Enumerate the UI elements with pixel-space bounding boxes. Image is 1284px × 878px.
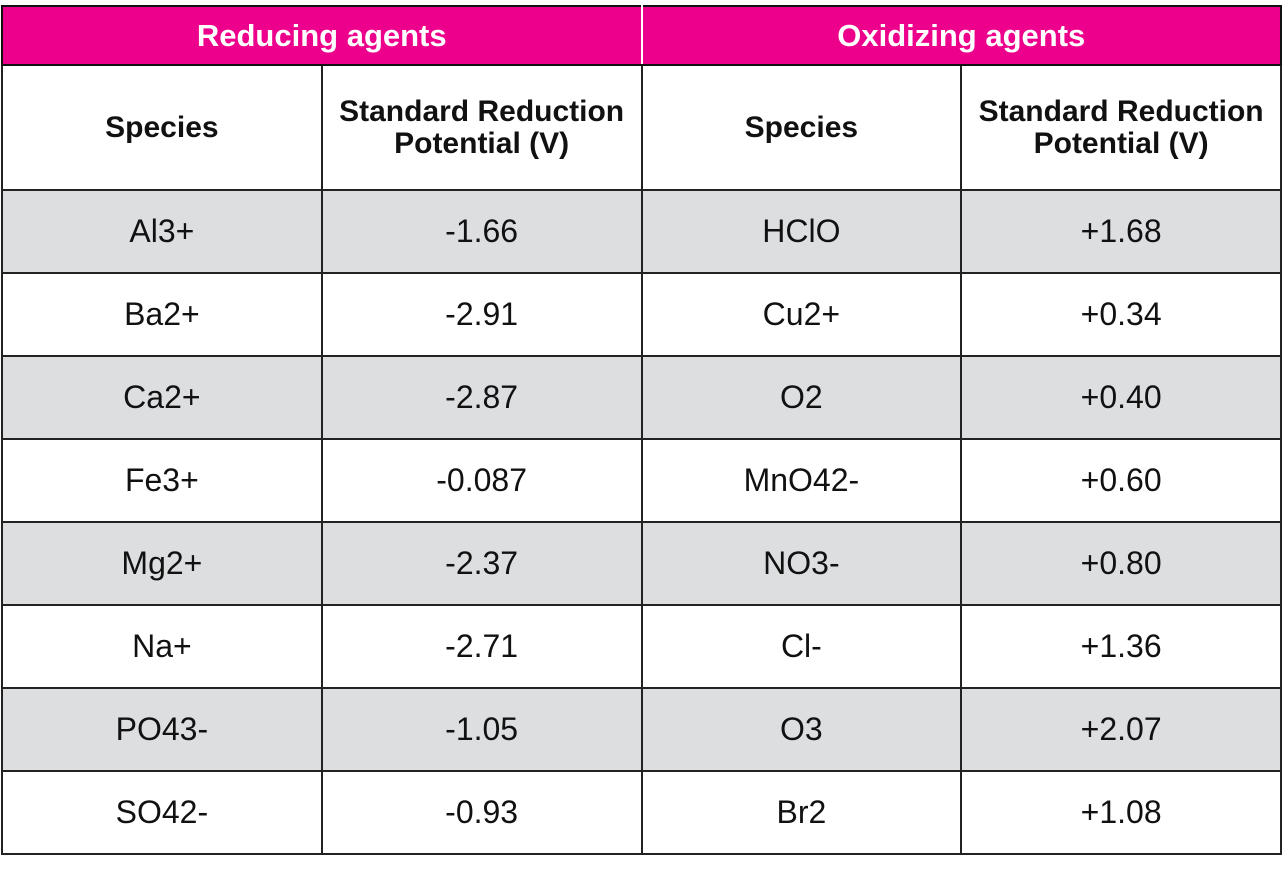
potential-cell: -2.91: [320, 272, 643, 357]
species-cell: Br2: [640, 770, 963, 855]
potential-cell: -1.66: [320, 189, 643, 274]
species-cell: SO42-: [1, 770, 323, 855]
species-cell: Ba2+: [1, 272, 323, 357]
potential-cell: -2.37: [320, 521, 643, 606]
table-row: Fe3+ -0.087 MnO42- +0.60: [1, 438, 1282, 523]
potential-cell: -2.71: [320, 604, 643, 689]
species-cell: Cl-: [640, 604, 963, 689]
species-cell: MnO42-: [640, 438, 963, 523]
potential-cell: +1.36: [960, 604, 1282, 689]
species-cell: Mg2+: [1, 521, 323, 606]
column-header-row: Species Standard Reduction Potential (V)…: [1, 64, 1282, 191]
potential-cell: +2.07: [960, 687, 1282, 772]
species-cell: HClO: [640, 189, 963, 274]
species-cell: O3: [640, 687, 963, 772]
species-cell: NO3-: [640, 521, 963, 606]
potential-cell: -0.087: [320, 438, 643, 523]
group-oxidizing-agents: Oxidizing agents: [640, 5, 1282, 66]
table-row: Na+ -2.71 Cl- +1.36: [1, 604, 1282, 689]
species-cell: Al3+: [1, 189, 323, 274]
species-cell: O2: [640, 355, 963, 440]
table-row: Mg2+ -2.37 NO3- +0.80: [1, 521, 1282, 606]
table-row: Al3+ -1.66 HClO +1.68: [1, 189, 1282, 274]
table-row: Ba2+ -2.91 Cu2+ +0.34: [1, 272, 1282, 357]
potential-cell: -0.93: [320, 770, 643, 855]
species-cell: Fe3+: [1, 438, 323, 523]
potential-cell: -2.87: [320, 355, 643, 440]
column-header: Species: [640, 64, 963, 191]
potential-cell: +0.40: [960, 355, 1282, 440]
table-row: PO43- -1.05 O3 +2.07: [1, 687, 1282, 772]
potential-cell: +0.60: [960, 438, 1282, 523]
reduction-potential-table: Reducing agents Oxidizing agents Species…: [1, 5, 1282, 855]
potential-cell: -1.05: [320, 687, 643, 772]
potential-cell: +0.80: [960, 521, 1282, 606]
column-header: Species: [1, 64, 323, 191]
species-cell: Ca2+: [1, 355, 323, 440]
column-header: Standard Reduction Potential (V): [960, 64, 1282, 191]
potential-cell: +1.08: [960, 770, 1282, 855]
group-header-row: Reducing agents Oxidizing agents: [1, 5, 1282, 66]
potential-cell: +0.34: [960, 272, 1282, 357]
group-reducing-agents: Reducing agents: [1, 5, 643, 66]
species-cell: PO43-: [1, 687, 323, 772]
species-cell: Na+: [1, 604, 323, 689]
table-row: SO42- -0.93 Br2 +1.08: [1, 770, 1282, 855]
potential-cell: +1.68: [960, 189, 1282, 274]
column-header: Standard Reduction Potential (V): [320, 64, 643, 191]
table-row: Ca2+ -2.87 O2 +0.40: [1, 355, 1282, 440]
species-cell: Cu2+: [640, 272, 963, 357]
